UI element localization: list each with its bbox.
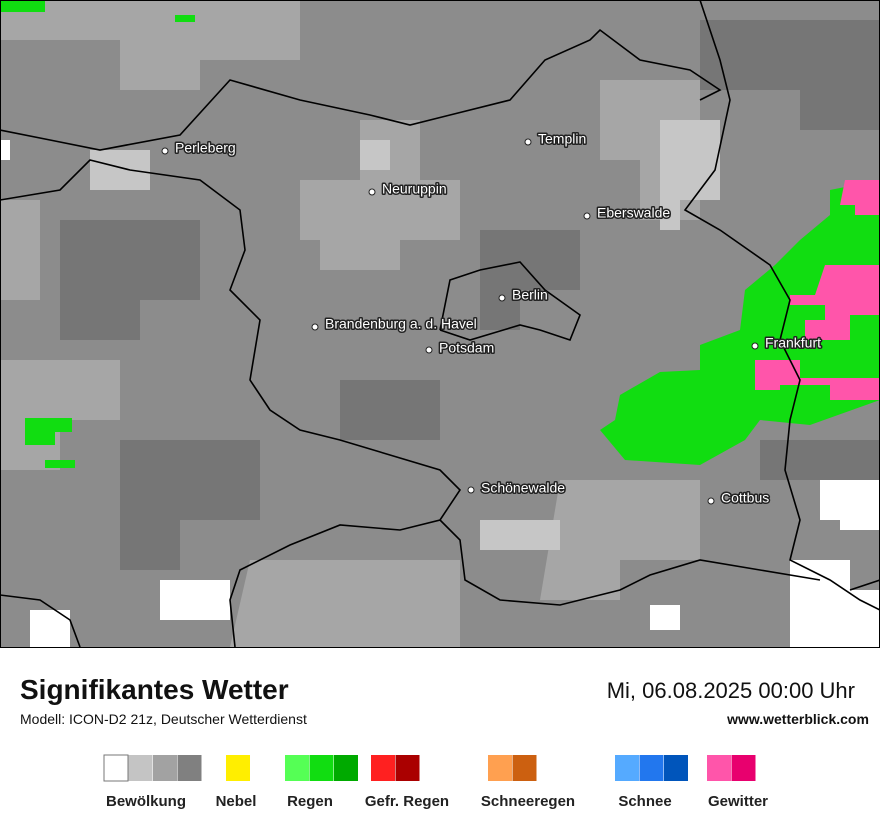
legend-swatch	[103, 754, 129, 782]
legend-swatch	[615, 755, 639, 781]
title: Signifikantes Wetter	[20, 674, 289, 705]
legend: Bewölkung Nebel Regen Gefr. Regen Schneerege…	[103, 754, 768, 810]
legend-label: Bewölkung	[106, 793, 186, 810]
legend-label: Gewitter	[708, 793, 768, 810]
city-label: Cottbus	[721, 490, 769, 506]
legend-swatch	[177, 755, 202, 781]
legend-swatch	[488, 755, 512, 781]
legend-label: Schneeregen	[481, 793, 575, 810]
city-dot	[425, 346, 433, 354]
city-label: Templin	[538, 131, 586, 147]
legend-swatch	[707, 755, 731, 781]
legend-swatch	[395, 755, 420, 781]
city-label: Brandenburg a. d. Havel	[325, 316, 477, 332]
legend-label: Regen	[287, 793, 333, 810]
city-dot	[498, 294, 506, 302]
legend-swatch	[128, 755, 153, 781]
city-label: Berlin	[512, 287, 548, 303]
city-label: Potsdam	[439, 340, 494, 356]
city-dot	[707, 497, 715, 505]
legend-swatch	[639, 755, 664, 781]
city-label: Schönewalde	[481, 480, 565, 496]
legend-swatch	[664, 755, 688, 781]
datetime: Mi, 06.08.2025 00:00 Uhr	[607, 678, 855, 703]
city-label: Neuruppin	[382, 181, 447, 197]
city-label: Eberswalde	[597, 205, 670, 221]
city-dot	[583, 212, 591, 220]
cloud-pale	[90, 120, 720, 550]
borders	[0, 0, 880, 648]
cloud-dark	[60, 20, 880, 570]
map: Perleberg Neuruppin Templin Eberswalde B…	[0, 0, 880, 648]
subtitle: Modell: ICON-D2 21z, Deutscher Wetterdie…	[20, 711, 307, 727]
city-dot	[311, 323, 319, 331]
rain	[0, 0, 880, 468]
city-dot	[751, 342, 759, 350]
thunderstorm	[755, 180, 880, 400]
city-dot	[467, 486, 475, 494]
city-label: Perleberg	[175, 140, 236, 156]
city-label: Frankfurt	[765, 335, 821, 351]
legend-swatch	[153, 755, 177, 781]
legend-label: Schnee	[618, 793, 671, 810]
city-dot	[524, 138, 532, 146]
legend-swatch	[226, 755, 250, 781]
website: www.wetterblick.com	[726, 711, 869, 727]
legend-label: Nebel	[216, 793, 257, 810]
legend-swatch	[731, 755, 756, 781]
cities: Perleberg Neuruppin Templin Eberswalde B…	[161, 129, 823, 507]
city-dot	[161, 147, 169, 155]
footer: Signifikantes Wetter Modell: ICON-D2 21z…	[20, 674, 869, 727]
legend-swatch	[512, 755, 537, 781]
legend-label: Gefr. Regen	[365, 793, 449, 810]
legend-swatch	[334, 755, 358, 781]
legend-swatch	[309, 755, 334, 781]
legend-swatch	[371, 755, 395, 781]
clear-sky	[0, 140, 880, 647]
legend-swatch	[285, 755, 309, 781]
city-dot	[368, 188, 376, 196]
